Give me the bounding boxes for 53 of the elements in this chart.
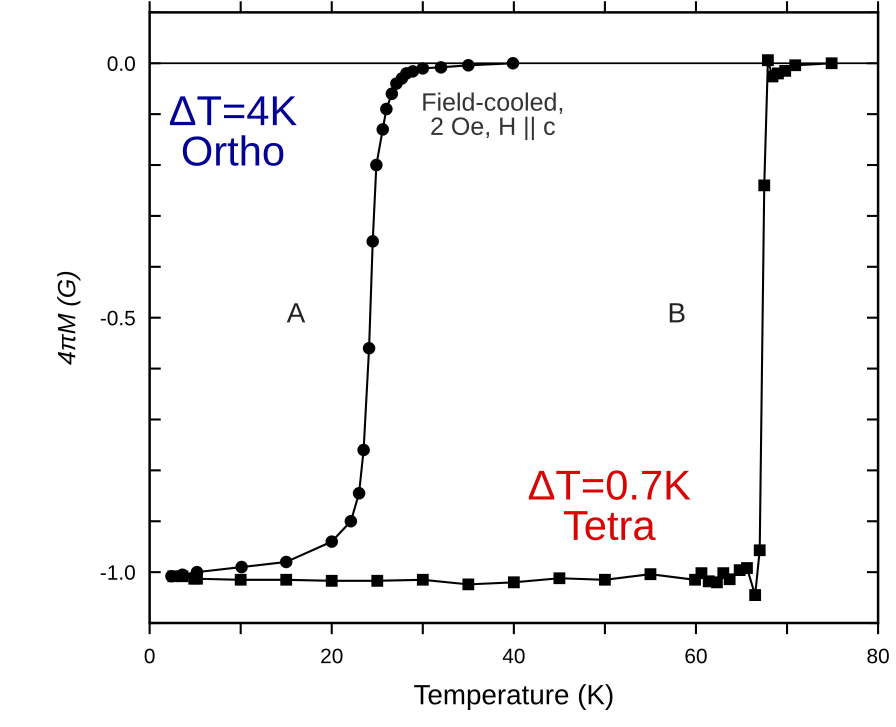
text: A <box>286 303 306 322</box>
point <box>779 64 792 77</box>
point <box>724 573 736 586</box>
x-tick-label: 20 <box>321 648 343 664</box>
point <box>357 444 370 456</box>
annotation: ΔT=4K Ortho <box>170 96 297 166</box>
point <box>462 59 475 72</box>
y-axis-title: 4πM (G) <box>57 272 80 365</box>
point <box>416 574 429 586</box>
point <box>326 574 338 587</box>
point <box>325 535 338 548</box>
point <box>380 102 393 116</box>
y-tick-label: -0.5 <box>100 310 135 326</box>
text: B <box>670 303 685 322</box>
point <box>352 487 366 500</box>
x-tick-label: 40 <box>502 648 525 664</box>
point <box>234 574 247 586</box>
point <box>762 54 774 66</box>
point <box>371 574 384 587</box>
point <box>741 562 753 574</box>
point <box>370 158 383 172</box>
point <box>386 88 398 100</box>
y-tick-label: -1.0 <box>100 565 135 580</box>
point <box>599 574 611 586</box>
annotation: ΔT=0.7K Tetra <box>528 470 690 540</box>
point <box>434 61 448 74</box>
y-tick-label: 0.0 <box>108 56 135 72</box>
point <box>280 556 292 568</box>
point <box>506 57 520 70</box>
point <box>508 576 520 588</box>
point <box>553 572 566 584</box>
annotation: Field-cooled, 2 Oe, H || c <box>423 92 562 140</box>
point <box>235 560 248 574</box>
point <box>280 574 292 586</box>
point <box>366 235 379 248</box>
point <box>749 589 762 601</box>
point <box>362 342 376 354</box>
point <box>758 179 770 192</box>
point <box>754 544 766 556</box>
point <box>644 568 656 580</box>
point <box>416 62 430 75</box>
point <box>711 576 723 588</box>
point <box>789 59 802 72</box>
point <box>191 572 203 585</box>
point <box>406 65 420 78</box>
x-tick-label: 80 <box>867 648 889 664</box>
x-tick-label: 60 <box>685 648 707 664</box>
point <box>462 578 474 590</box>
x-axis-title: Temperature (K) <box>414 684 612 710</box>
x-tick-label: 0 <box>144 648 155 664</box>
point <box>826 57 838 70</box>
point <box>344 515 358 528</box>
point <box>376 123 389 136</box>
